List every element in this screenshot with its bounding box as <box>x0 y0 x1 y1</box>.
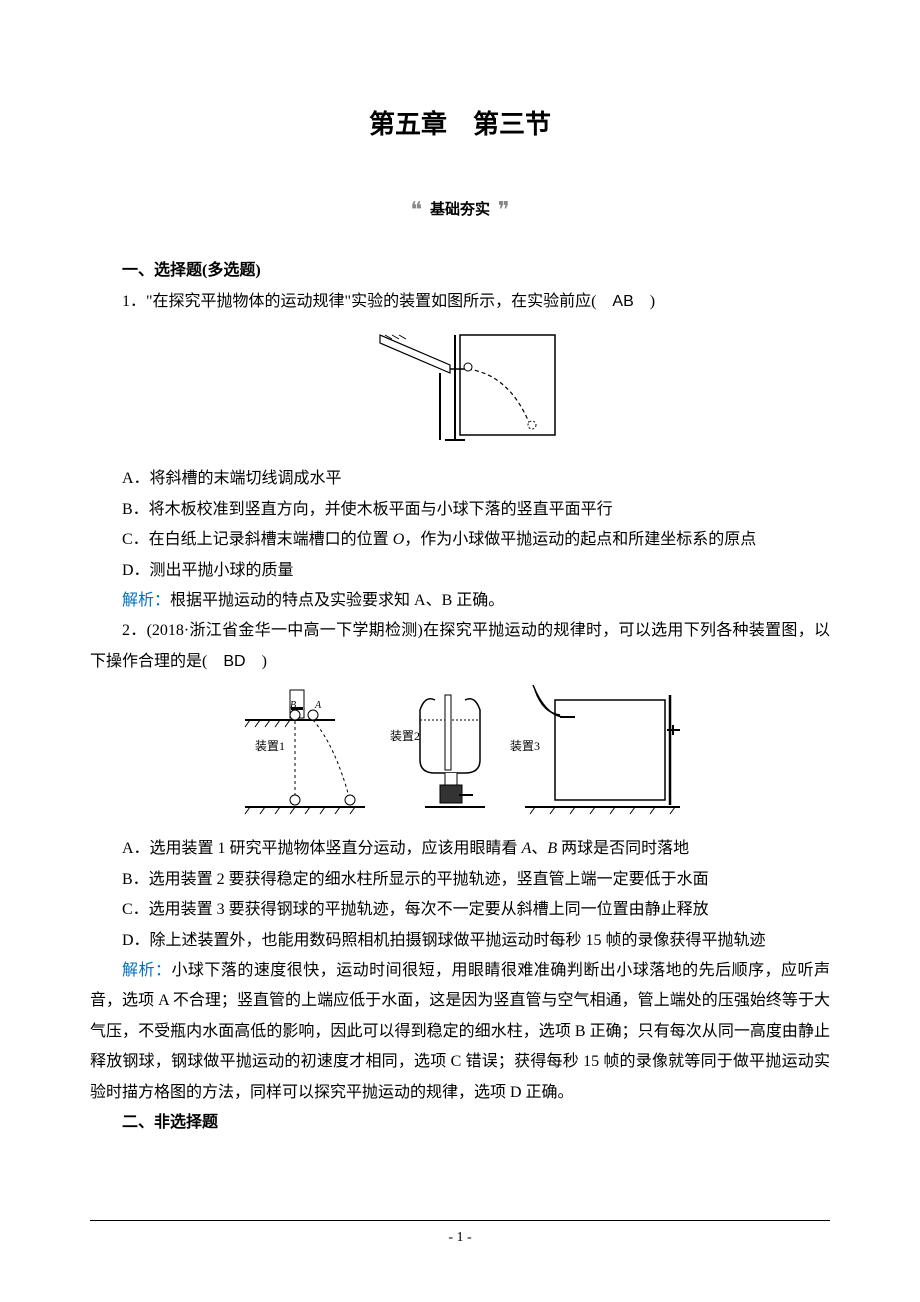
banner-left-deco: ❝ <box>410 197 422 222</box>
q1-answer: AB <box>612 293 633 310</box>
svg-text:装置1: 装置1 <box>255 739 285 753</box>
q1-opt-b: B．将木板校准到竖直方向，并使木板平面与小球下落的竖直平面平行 <box>90 495 830 525</box>
q2-opt-b: B．选用装置 2 要获得稳定的细水柱所显示的平抛轨迹，竖直管上端一定要低于水面 <box>90 865 830 895</box>
page-number: - 1 - <box>448 1230 471 1245</box>
svg-text:B: B <box>290 700 296 711</box>
chapter-title: 第五章 第三节 <box>90 100 830 149</box>
q2-stem-prefix: 2．(2018·浙江省金华一中高一下学期检测)在探究平抛运动的规律时，可以选用下… <box>90 622 830 669</box>
q1-stem-suffix: ) <box>634 293 655 310</box>
q2-answer: BD <box>223 653 245 670</box>
q2-opta-i2: B <box>547 840 557 857</box>
q1-optc-italic-o: O <box>393 531 405 548</box>
q2-opta-mid: 、 <box>531 840 547 857</box>
section-2-heading: 二、非选择题 <box>90 1108 830 1138</box>
svg-text:装置3: 装置3 <box>510 739 540 753</box>
q1-explain: 解析：根据平抛运动的特点及实验要求知 A、B 正确。 <box>90 586 830 616</box>
device-3-svg: 装置3 <box>510 685 680 814</box>
q2-figure: B A 装置1 装置2 <box>90 685 830 826</box>
q2-opta-suffix: 两球是否同时落地 <box>557 840 689 857</box>
svg-text:装置2: 装置2 <box>390 729 420 743</box>
q1-device-illustration <box>360 325 560 445</box>
q2-explain: 解析：小球下落的速度很快，运动时间很短，用眼睛很难准确判断出小球落地的先后顺序，… <box>90 956 830 1108</box>
svg-text:A: A <box>314 700 322 711</box>
q2-opta-prefix: A．选用装置 1 研究平抛物体竖直分运动，应该用眼睛看 <box>122 840 522 857</box>
section-1-heading: 一、选择题(多选题) <box>90 256 830 286</box>
device-2-svg: 装置2 <box>390 695 485 807</box>
device-1-svg: B A 装置1 <box>245 690 365 814</box>
page-footer: - 1 - <box>90 1220 830 1252</box>
q1-explain-label: 解析： <box>122 592 170 609</box>
banner-right-deco: ❞ <box>498 197 510 222</box>
q2-opt-a: A．选用装置 1 研究平抛物体竖直分运动，应该用眼睛看 A、B 两球是否同时落地 <box>90 834 830 864</box>
q1-opt-a: A．将斜槽的末端切线调成水平 <box>90 464 830 494</box>
footer-rule <box>90 1220 830 1221</box>
q1-optc-suffix: ，作为小球做平抛运动的起点和所建坐标系的原点 <box>404 531 756 548</box>
q2-stem: 2．(2018·浙江省金华一中高一下学期检测)在探究平抛运动的规律时，可以选用下… <box>90 616 830 677</box>
banner-text: 基础夯实 <box>430 201 490 218</box>
q1-figure <box>90 325 830 456</box>
section-banner: ❝ 基础夯实 ❞ <box>90 189 830 231</box>
q2-stem-suffix: ) <box>246 653 267 670</box>
q2-devices-illustration: B A 装置1 装置2 <box>235 685 685 815</box>
q2-explain-label: 解析： <box>122 962 171 979</box>
q2-opta-i1: A <box>522 840 532 857</box>
q2-explain-text: 小球下落的速度很快，运动时间很短，用眼睛很难准确判断出小球落地的先后顺序，应听声… <box>90 962 830 1101</box>
q1-optc-prefix: C．在白纸上记录斜槽末端槽口的位置 <box>122 531 393 548</box>
q1-opt-d: D．测出平抛小球的质量 <box>90 556 830 586</box>
q1-opt-c: C．在白纸上记录斜槽末端槽口的位置 O，作为小球做平抛运动的起点和所建坐标系的原… <box>90 525 830 555</box>
q1-explain-text: 根据平抛运动的特点及实验要求知 A、B 正确。 <box>170 592 504 609</box>
q1-stem: 1．"在探究平抛物体的运动规律"实验的装置如图所示，在实验前应( AB ) <box>90 287 830 317</box>
q2-opt-c: C．选用装置 3 要获得钢球的平抛轨迹，每次不一定要从斜槽上同一位置由静止释放 <box>90 895 830 925</box>
q2-opt-d: D．除上述装置外，也能用数码照相机拍摄钢球做平抛运动时每秒 15 帧的录像获得平… <box>90 926 830 956</box>
q1-stem-prefix: 1．"在探究平抛物体的运动规律"实验的装置如图所示，在实验前应( <box>122 293 612 310</box>
